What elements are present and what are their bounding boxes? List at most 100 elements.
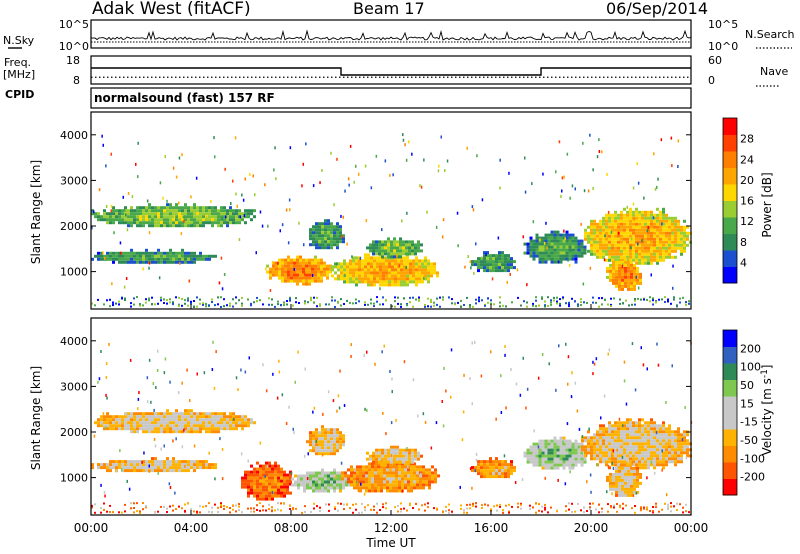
heatmap-cell [118, 466, 121, 470]
heatmap-cell [635, 427, 638, 431]
heatmap-cell [612, 478, 615, 482]
heatmap-cell [315, 483, 318, 487]
heatmap-cell [361, 274, 364, 278]
heatmap-cell [403, 274, 406, 278]
scatter-cell [348, 183, 350, 187]
scatter-cell [532, 220, 535, 224]
heatmap-cell [154, 415, 157, 419]
heatmap-cell [647, 451, 650, 455]
heatmap-cell [492, 460, 495, 464]
heatmap-cell [127, 257, 130, 261]
heatmap-cell [317, 273, 320, 277]
heatmap-cell [608, 234, 611, 238]
heatmap-cell [208, 412, 211, 416]
heatmap-cell [407, 483, 410, 487]
scatter-cell [109, 298, 111, 301]
heatmap-cell [136, 469, 139, 473]
heatmap-cell [608, 451, 611, 455]
heatmap-cell [100, 415, 103, 419]
scatter-cell [232, 179, 234, 183]
heatmap-cell [618, 275, 621, 279]
heatmap-cell [617, 255, 620, 259]
scatter-cell [265, 267, 267, 271]
heatmap-cell [372, 460, 375, 464]
heatmap-cell [620, 222, 623, 226]
scatter-cell [610, 506, 612, 509]
heatmap-cell [312, 234, 315, 238]
heatmap-cell [272, 270, 275, 274]
heatmap-cell [671, 460, 674, 464]
heatmap-cell [106, 421, 109, 425]
scatter-cell [130, 502, 132, 505]
heatmap-cell [612, 263, 615, 267]
heatmap-cell [614, 222, 617, 226]
heatmap-cell [421, 280, 424, 284]
scatter-cell [175, 296, 177, 299]
power-ylabel: Slant Range [km] [29, 160, 43, 264]
heatmap-cell [278, 264, 281, 268]
heatmap-cell [376, 268, 379, 272]
scatter-cell [268, 297, 270, 300]
scatter-cell [330, 151, 332, 155]
heatmap-cell [312, 440, 315, 444]
heatmap-cell [184, 251, 187, 255]
scatter-cell [499, 505, 501, 508]
heatmap-cell [355, 268, 358, 272]
heatmap-cell [411, 460, 414, 464]
heatmap-cell [393, 240, 396, 244]
heatmap-cell [377, 462, 380, 466]
scatter-cell [437, 169, 440, 173]
scatter-cell [238, 299, 240, 302]
heatmap-cell [420, 249, 423, 253]
scatter-cell [640, 298, 642, 301]
heatmap-cell [118, 209, 121, 213]
heatmap-cell [305, 282, 308, 286]
heatmap-cell [590, 448, 593, 452]
heatmap-cell [280, 470, 283, 474]
heatmap-cell [635, 222, 638, 226]
heatmap-cell [181, 212, 184, 216]
heatmap-cell [647, 228, 650, 232]
heatmap-cell [190, 257, 193, 261]
heatmap-cell [315, 446, 318, 450]
heatmap-cell [160, 254, 163, 258]
heatmap-cell [495, 469, 498, 473]
heatmap-cell [413, 480, 416, 484]
scatter-cell [178, 505, 180, 508]
scatter-cell [236, 204, 238, 208]
heatmap-cell [568, 233, 572, 237]
heatmap-cell [574, 254, 578, 258]
heatmap-cell [169, 254, 172, 258]
heatmap-cell [401, 477, 404, 481]
heatmap-cell [671, 243, 674, 247]
heatmap-cell [584, 439, 587, 443]
heatmap-cell [238, 415, 241, 419]
heatmap-cell [559, 436, 563, 440]
scatter-cell [391, 305, 393, 308]
heatmap-cell [323, 273, 326, 277]
heatmap-cell [644, 213, 647, 217]
heatmap-cell [404, 483, 407, 487]
heatmap-cell [609, 272, 612, 276]
scatter-cell [652, 297, 654, 300]
cpid-label: CPID [5, 88, 34, 101]
heatmap-cell [492, 469, 495, 473]
heatmap-cell [596, 451, 599, 455]
heatmap-cell [145, 430, 148, 434]
heatmap-cell [300, 474, 303, 478]
heatmap-cell [574, 445, 578, 449]
heatmap-cell [501, 269, 504, 273]
heatmap-cell [617, 442, 620, 446]
heatmap-cell [393, 463, 396, 467]
heatmap-cell [350, 468, 353, 472]
heatmap-cell [220, 212, 223, 216]
heatmap-cell [626, 243, 629, 247]
heatmap-cell [97, 215, 100, 219]
heatmap-cell [615, 272, 618, 276]
scatter-cell [436, 507, 438, 510]
heatmap-cell [397, 265, 400, 269]
heatmap-cell [323, 270, 326, 274]
y-tick-label: 2000 [60, 220, 88, 233]
heatmap-cell [614, 460, 617, 464]
scatter-cell [202, 302, 204, 305]
